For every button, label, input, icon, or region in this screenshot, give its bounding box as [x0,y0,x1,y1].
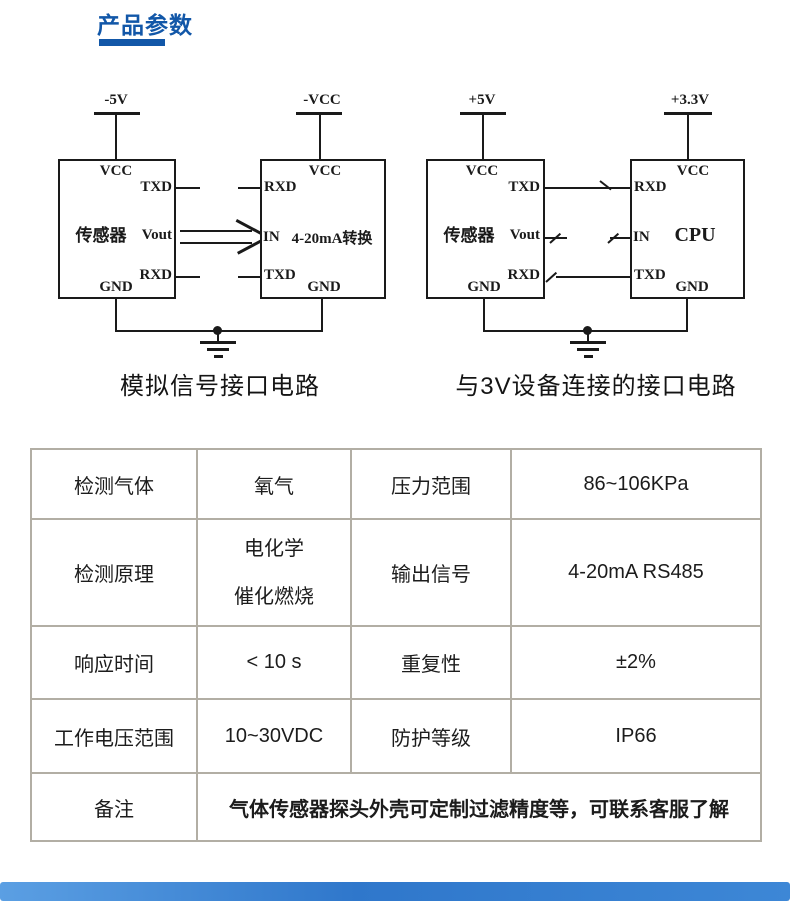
power-label: -5V [104,92,128,108]
converter-box-label: 4-20mA转换 [291,231,373,247]
spec-label: 检测原理 [30,518,198,627]
converter-box [260,159,386,299]
pin-gnd: GND [675,279,709,295]
sensor-box-label: 传感器 [75,226,127,245]
title-underline [99,39,165,46]
wire [482,112,484,159]
pin-in: IN [263,229,280,245]
wire [319,112,321,159]
wire [115,112,117,159]
page-title: 产品参数 [97,12,193,38]
table-row: 备注 气体传感器探头外壳可定制过滤精度等，可联系客服了解 [30,772,762,842]
pin-rxd: RXD [507,267,541,283]
spec-label: 压力范围 [350,448,512,520]
wire-in-stub [610,237,630,239]
pin-gnd: GND [99,279,133,295]
power-label: +3.3V [670,92,710,108]
spec-value: 氧气 [196,448,352,520]
pin-txd: TXD [508,179,540,195]
sensor-box-label: 传感器 [443,226,495,245]
pin-vcc: VCC [676,163,710,179]
pin-txd: TXD [264,267,296,283]
spec-value: ±2% [510,625,762,700]
spec-label: 备注 [30,772,198,842]
pin-vout: Vout [509,227,540,243]
wire-txd-rxd [545,187,630,189]
pin-gnd: GND [467,279,501,295]
spec-label: 响应时间 [30,625,198,700]
spec-label: 防护等级 [350,698,512,774]
cpu-box-label: CPU [674,224,716,246]
table-row: 检测气体 氧气 压力范围 86~106KPa [30,448,762,520]
spec-value: 4-20mA RS485 [510,518,762,627]
wire [176,276,200,278]
diagram-caption: 与3V设备连接的接口电路 [455,373,737,400]
spec-value: IP66 [510,698,762,774]
sensor-box [426,159,545,299]
pin-rxd: RXD [264,179,297,195]
table-row: 工作电压范围 10~30VDC 防护等级 IP66 [30,698,762,774]
spec-label: 输出信号 [350,518,512,627]
spec-value: 电化学 催化燃烧 [196,518,352,627]
pin-vcc: VCC [308,163,342,179]
pin-txd: TXD [140,179,172,195]
pin-rxd: RXD [139,267,173,283]
table-row: 响应时间 < 10 s 重复性 ±2% [30,625,762,700]
power-label: -VCC [303,92,341,108]
remark-value: 气体传感器探头外壳可定制过滤精度等，可联系客服了解 [196,772,762,842]
power-label: +5V [468,92,496,108]
cpu-box [630,159,745,299]
spec-table: 检测气体 氧气 压力范围 86~106KPa 检测原理 电化学 催化燃烧 输出信… [30,448,762,842]
wire [176,187,200,189]
pin-rxd: RXD [634,179,667,195]
bottom-divider-bar [0,882,790,901]
spec-value: 86~106KPa [510,448,762,520]
pin-gnd: GND [307,279,341,295]
wire [238,276,260,278]
table-row: 检测原理 电化学 催化燃烧 输出信号 4-20mA RS485 [30,518,762,627]
spec-value: 10~30VDC [196,698,352,774]
spec-value: < 10 s [196,625,352,700]
wire [238,187,260,189]
spec-label: 检测气体 [30,448,198,520]
sensor-box [58,159,176,299]
wire [687,112,689,159]
pin-in: IN [633,229,650,245]
pin-vcc: VCC [465,163,499,179]
diagram-caption: 模拟信号接口电路 [120,373,320,400]
pin-vcc: VCC [99,163,133,179]
pin-vout: Vout [141,227,172,243]
power-rail [94,112,140,115]
pin-txd: TXD [634,267,666,283]
wire-rxd-txd [556,276,630,278]
spec-label: 工作电压范围 [30,698,198,774]
spec-label: 重复性 [350,625,512,700]
